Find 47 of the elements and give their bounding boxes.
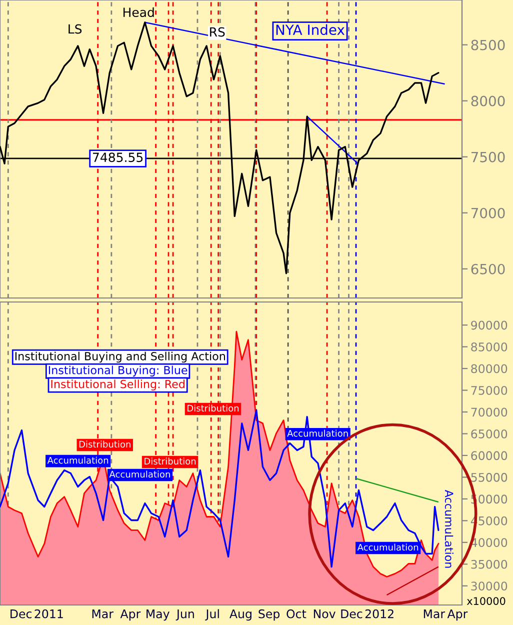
annotation: Institutional Buying and Selling Action — [15, 352, 225, 363]
y-tick-label: 30000 — [471, 582, 508, 591]
y-tick-label: 6500 — [471, 264, 505, 274]
annotation: Institutional Buying: Blue — [48, 366, 188, 376]
y-tick-label: 65000 — [471, 429, 508, 438]
x-tick-label: Jul — [205, 609, 219, 620]
annotation: Accumulation — [357, 544, 418, 551]
y-tick-label: 35000 — [471, 560, 508, 569]
annotation: AccumuLation — [444, 490, 454, 568]
x-tick-label: Aug — [230, 610, 252, 621]
y-tick-label: 75000 — [471, 386, 508, 395]
annotation: Institutional Selling: Red — [51, 380, 184, 390]
y-tick-label: 60000 — [471, 451, 508, 460]
x-tick-label: 2011 — [34, 609, 63, 618]
y-tick-label: 85000 — [471, 342, 508, 352]
annotation: Distribution — [144, 458, 196, 465]
annotation: Head — [123, 7, 154, 18]
annotation: LS — [68, 24, 82, 34]
y-tick-label: 70000 — [471, 408, 508, 417]
x-tick-label: Nov — [314, 610, 336, 618]
text: x10000 — [466, 597, 506, 605]
annotation: Distribution — [79, 440, 130, 448]
x-tick-label: Mar — [92, 610, 114, 618]
annotation: Accumulation — [109, 470, 170, 478]
x-tick-label: Oct — [286, 609, 306, 618]
y-tick-label: 7000 — [471, 208, 505, 218]
ref-line-label: 7485.55 — [92, 152, 143, 162]
x-tick-label: 2012 — [365, 609, 394, 618]
annotation: Distribution — [188, 404, 239, 412]
annotation: Accumulation — [47, 456, 108, 464]
y-tick-label: 90000 — [471, 320, 508, 330]
x-tick-label: May — [146, 610, 170, 621]
y-tick-label: 7500 — [471, 152, 505, 162]
x-tick-label: Apr — [447, 610, 468, 621]
annotation: Accumulation — [287, 430, 348, 437]
y-tick-label: 8000 — [471, 96, 505, 106]
x-tick-label: Sep — [258, 609, 280, 621]
text: NYA Index — [276, 24, 345, 36]
annotation: RS — [210, 27, 225, 37]
x-tick-label: Mar — [424, 610, 446, 618]
x-tick-label: Apr — [120, 610, 141, 621]
x-tick-label: Dec — [341, 610, 362, 618]
y-tick-label: 55000 — [471, 472, 508, 482]
y-tick-label: 8500 — [471, 40, 505, 50]
x-tick-label: Dec — [10, 610, 32, 618]
x-tick-label: Jun — [176, 610, 194, 620]
y-tick-label: 80000 — [471, 364, 508, 374]
